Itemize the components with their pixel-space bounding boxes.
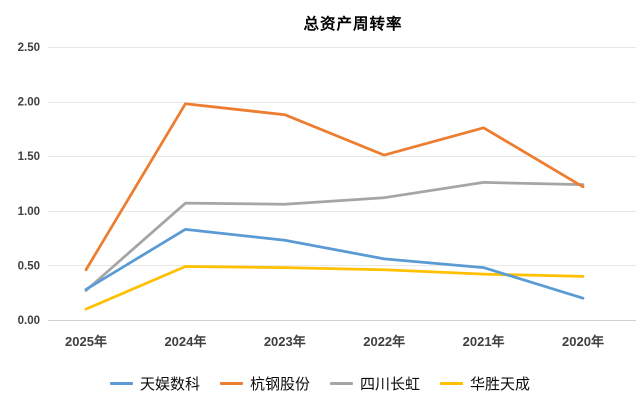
y-axis-tick-label: 0.50	[18, 260, 40, 272]
legend-item-杭钢股份: 杭钢股份	[219, 373, 310, 394]
y-axis-tick-label: 1.00	[18, 206, 40, 218]
y-axis-tick-label: 2.00	[18, 97, 40, 109]
y-axis-tick-label: 2.50	[18, 42, 40, 54]
x-axis-tick-label: 2023年	[264, 334, 306, 349]
legend-line-swatch	[440, 381, 464, 385]
legend-line-swatch	[219, 381, 243, 385]
legend-label: 杭钢股份	[249, 375, 310, 393]
x-axis-tick-label: 2020年	[562, 334, 604, 349]
series-line-天娱数科	[84, 227, 585, 300]
chart-legend: 天娱数科 杭钢股份 四川长虹 华胜天成	[0, 369, 640, 397]
x-axis-tick-label: 2024年	[164, 334, 206, 349]
x-axis-tick-label: 2021年	[463, 334, 505, 349]
y-axis-tick-label: 0.00	[18, 315, 40, 327]
legend-label: 华胜天成	[470, 375, 531, 393]
series-line-杭钢股份	[84, 102, 585, 272]
line-chart-plot-area: 0.00 0.50 1.00 1.50 2.00 2.50 2025年 2024年 2023年 2…	[18, 42, 636, 349]
legend-item-天娱数科: 天娱数科	[109, 373, 200, 394]
series-line-华胜天成	[84, 265, 585, 311]
x-axis-tick-label: 2022年	[363, 334, 405, 349]
series-line-四川长虹	[84, 181, 585, 292]
legend-line-swatch	[109, 381, 133, 385]
legend-label: 天娱数科	[139, 375, 200, 393]
y-axis-tick-label: 1.50	[18, 151, 40, 163]
legend-item-华胜天成: 华胜天成	[440, 373, 530, 394]
legend-item-四川长虹: 四川长虹	[330, 373, 420, 394]
x-axis-tick-label: 2025年	[65, 334, 107, 349]
chart-title: 总资产周转率	[303, 16, 403, 33]
legend-label: 四川长虹	[360, 375, 421, 393]
legend-line-swatch	[330, 381, 353, 385]
